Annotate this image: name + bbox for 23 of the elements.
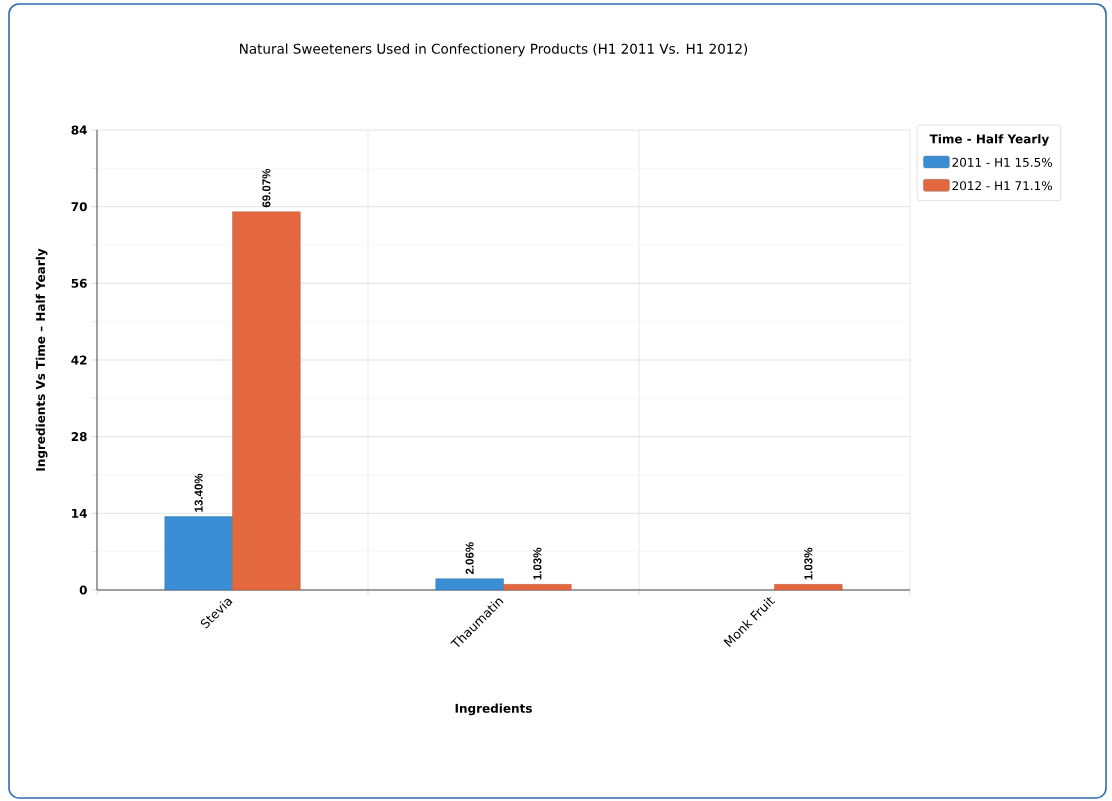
bar: [503, 584, 572, 591]
y-axis-title: Ingredients Vs Time – Half Yearly: [35, 248, 48, 471]
chart-title: Natural Sweeteners Used in Confectionery Products (H1 2011 Vs. H1 2012): [240, 43, 748, 57]
y-tick-label: 56: [71, 278, 87, 288]
data-label: 1.03%: [533, 547, 542, 580]
data-label: 2.06%: [465, 542, 474, 575]
bar: [164, 516, 233, 591]
bar: [232, 211, 301, 591]
data-label: 1.03%: [804, 547, 813, 580]
y-tick-label: 84: [71, 125, 87, 135]
bar: [435, 578, 504, 591]
y-tick-label: 70: [71, 202, 87, 212]
legend-title: Time - Half Yearly: [929, 134, 1049, 146]
legend-label: 2011 - H1 15.5%: [952, 157, 1052, 167]
y-tick-label: 28: [71, 432, 87, 442]
data-label: 69.07%: [262, 168, 271, 208]
bar: [774, 584, 843, 591]
legend-label: 2012 - H1 71.1%: [952, 181, 1052, 191]
y-tick-label: 42: [71, 355, 87, 365]
y-tick-label: 0: [79, 585, 87, 595]
x-axis-title: Ingredients: [455, 703, 532, 716]
y-tick-label: 14: [72, 508, 87, 518]
data-label: 13.40%: [194, 473, 203, 512]
